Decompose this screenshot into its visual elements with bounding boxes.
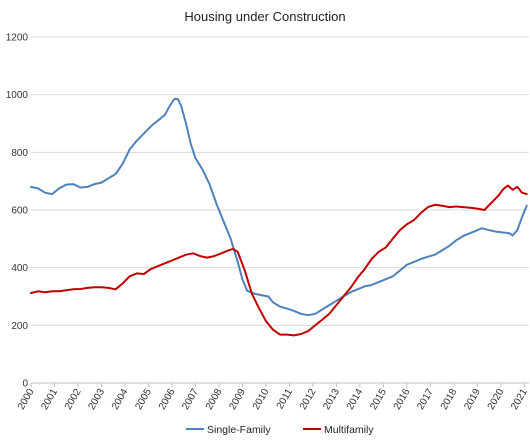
y-axis-ticks: 0 200 400 600 800 1000 1200 [6, 33, 29, 390]
x-tick-label: 2012 [298, 387, 319, 412]
y-tick-label: 0 [22, 379, 28, 390]
x-tick-label: 2020 [486, 387, 507, 412]
x-tick-label: 2018 [439, 387, 460, 412]
chart-title: Housing under Construction [184, 9, 345, 24]
x-tick-label: 2009 [227, 387, 248, 412]
x-tick-label: 2008 [204, 387, 225, 412]
series-line-multifamily [30, 184, 528, 337]
x-tick-label: 2017 [415, 387, 436, 412]
y-tick-label: 1200 [6, 33, 29, 44]
series-line-single-family [30, 98, 528, 317]
legend-label: Single-Family [207, 424, 271, 436]
x-tick-label: 2014 [345, 387, 366, 412]
x-tick-label: 2001 [39, 387, 60, 412]
x-tick-label: 2021 [509, 387, 530, 412]
x-tick-label: 2013 [321, 387, 342, 412]
y-tick-label: 800 [11, 148, 28, 159]
x-tick-label: 2011 [275, 387, 295, 412]
x-tick-label: 2000 [16, 387, 37, 412]
x-tick-label: 2005 [133, 387, 154, 412]
x-tick-label: 2015 [368, 387, 389, 412]
x-tick-label: 2016 [392, 387, 413, 412]
x-tick-label: 2019 [462, 387, 483, 412]
x-tick-label: 2004 [110, 387, 131, 412]
x-axis-ticks: 2000 2001 2002 2003 2004 2005 2006 2007 2008 2009… [16, 383, 530, 412]
x-tick-label: 2007 [180, 387, 201, 412]
series-lines [30, 98, 528, 337]
y-tick-label: 1000 [6, 90, 29, 101]
x-tick-label: 2002 [63, 387, 84, 412]
x-tick-label: 2010 [251, 387, 272, 412]
grid-lines [31, 36, 529, 384]
legend-label: Multifamily [324, 424, 374, 436]
x-tick-label: 2006 [157, 387, 178, 412]
x-tick-label: 2003 [86, 387, 107, 412]
legend: Single-Family Multifamily [186, 424, 374, 436]
y-tick-label: 200 [11, 321, 28, 332]
y-tick-label: 400 [11, 263, 28, 274]
y-tick-label: 600 [11, 206, 28, 217]
